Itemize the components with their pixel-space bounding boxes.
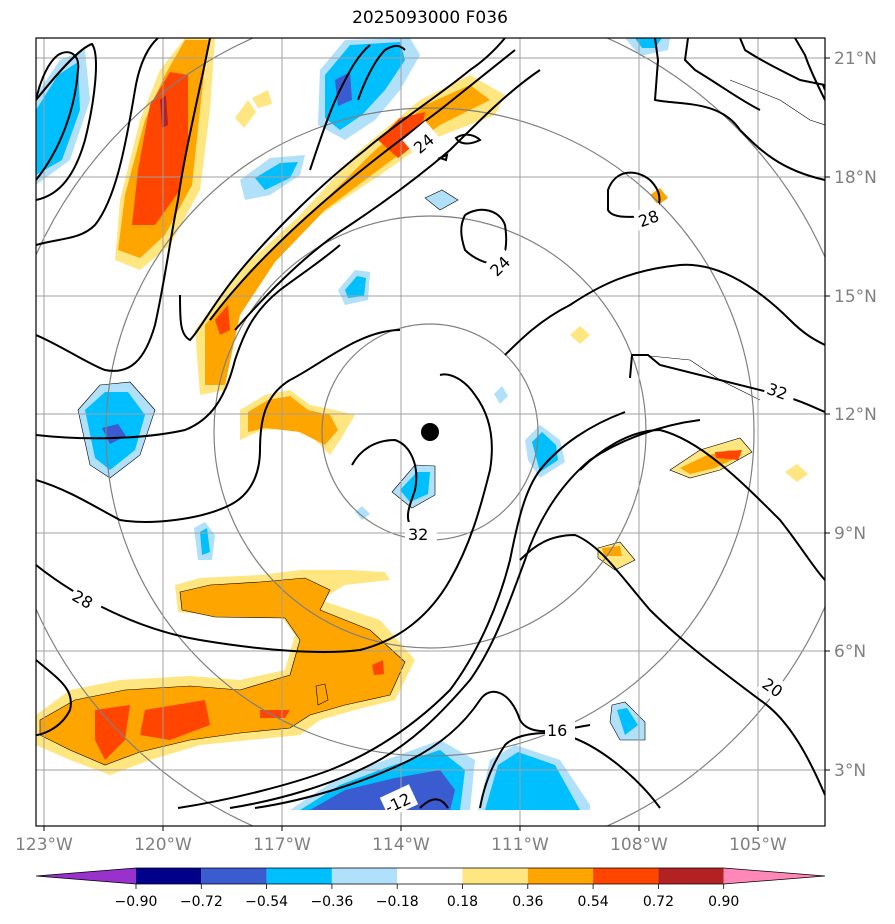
colorbar-extend-low xyxy=(36,868,136,884)
lat-label-18n: 18°N xyxy=(834,168,877,188)
positive-anomaly-shading xyxy=(36,38,808,775)
colorbar-segment xyxy=(201,868,267,884)
lat-label-15n: 15°N xyxy=(834,287,877,307)
lat-label-9n: 9°N xyxy=(834,524,866,544)
colorbar-segment xyxy=(462,868,528,884)
lon-label-111w: 111°W xyxy=(491,835,549,855)
lat-label-12n: 12°N xyxy=(834,405,877,425)
map-frame xyxy=(35,37,826,827)
map-title: 2025093000 F036 xyxy=(352,8,508,28)
colorbar-tick: −0.90 xyxy=(115,894,158,910)
gridlines xyxy=(36,38,825,826)
colorbar-tick: −0.18 xyxy=(376,894,419,910)
lon-label-120w: 120°W xyxy=(134,835,192,855)
contour-label-16: 16 xyxy=(547,721,567,740)
map-plot-area: 24 24 28 32 32 28 20 16 -12 xyxy=(36,38,825,826)
colorbar-extend-high xyxy=(723,868,825,884)
lat-label-3n: 3°N xyxy=(834,761,866,781)
lat-labels: 21°N 18°N 15°N 12°N 9°N 6°N 3°N xyxy=(834,49,877,781)
colorbar-tick: 0.18 xyxy=(447,894,478,910)
lat-ticks xyxy=(825,57,830,771)
lon-label-123w: 123°W xyxy=(15,835,73,855)
lon-ticks xyxy=(43,826,759,831)
colorbar-segment xyxy=(593,868,659,884)
colorbar-segment xyxy=(266,868,332,884)
colorbar-segment xyxy=(331,868,398,884)
lat-label-21n: 21°N xyxy=(834,49,877,69)
colorbar-tick: 0.90 xyxy=(708,894,739,910)
colorbar-tick: −0.72 xyxy=(180,894,223,910)
storm-center-marker xyxy=(421,423,439,441)
lon-label-117w: 117°W xyxy=(253,835,311,855)
colorbar-tick: 0.72 xyxy=(643,894,674,910)
colorbar: −0.90 −0.72 −0.54 −0.36 −0.18 0.18 0.36 … xyxy=(35,867,826,910)
colorbar-tick: 0.54 xyxy=(578,894,609,910)
colorbar-tick: −0.54 xyxy=(245,894,288,910)
lon-label-108w: 108°W xyxy=(610,835,668,855)
lon-label-114w: 114°W xyxy=(372,835,430,855)
colorbar-segment xyxy=(658,868,724,884)
colorbar-segment xyxy=(527,868,594,884)
colorbar-tick: 0.36 xyxy=(512,894,543,910)
lat-label-6n: 6°N xyxy=(834,642,866,662)
contour-label-32-center: 32 xyxy=(408,525,428,544)
lon-labels: 123°W 120°W 117°W 114°W 111°W 108°W 105°… xyxy=(15,835,787,855)
colorbar-tick: −0.36 xyxy=(310,894,353,910)
colorbar-segment xyxy=(397,868,463,884)
negative-anomaly-shading xyxy=(36,38,670,810)
lon-label-105w: 105°W xyxy=(729,835,787,855)
colorbar-segment xyxy=(136,868,202,884)
